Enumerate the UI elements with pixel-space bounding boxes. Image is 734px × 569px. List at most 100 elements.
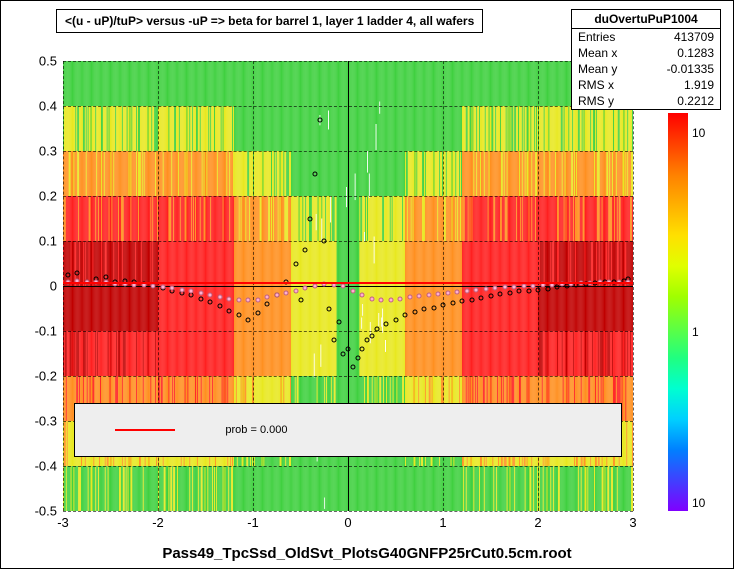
profile-marker-pink xyxy=(189,289,194,294)
profile-marker-black xyxy=(365,338,370,343)
profile-marker-pink xyxy=(388,297,393,302)
profile-marker-pink xyxy=(502,285,507,290)
x-tick-label: 1 xyxy=(439,511,446,530)
profile-marker-black xyxy=(322,239,327,244)
legend-box: prob = 0.000 xyxy=(74,403,621,457)
colorbar: 10110 xyxy=(668,113,688,511)
profile-marker-pink xyxy=(379,298,384,303)
profile-marker-black xyxy=(317,117,322,122)
fit-line xyxy=(63,282,633,284)
profile-marker-pink xyxy=(474,288,479,293)
profile-marker-black xyxy=(526,288,531,293)
profile-marker-pink xyxy=(426,293,431,298)
profile-marker-black xyxy=(75,270,80,275)
profile-marker-pink xyxy=(350,288,355,293)
profile-marker-black xyxy=(198,296,203,301)
profile-marker-black xyxy=(498,292,503,297)
profile-marker-black xyxy=(431,305,436,310)
colorbar-tick-label: 10 xyxy=(692,126,705,140)
stats-meany-label: Mean y xyxy=(578,62,617,76)
profile-marker-black xyxy=(488,293,493,298)
stats-rmsx: RMS x 1.919 xyxy=(572,77,720,93)
stats-meanx: Mean x0.1283 xyxy=(572,45,720,61)
profile-marker-pink xyxy=(265,295,270,300)
profile-marker-pink xyxy=(255,297,260,302)
profile-marker-black xyxy=(103,275,108,280)
profile-marker-pink xyxy=(293,288,298,293)
chart-container: <(u - uP)/tuP> versus -uP => beta for ba… xyxy=(0,0,734,569)
profile-marker-pink xyxy=(445,290,450,295)
profile-marker-black xyxy=(327,306,332,311)
y-tick-label: 0 xyxy=(50,279,63,294)
stats-entries: Entries413709 xyxy=(572,29,720,45)
profile-marker-pink xyxy=(436,292,441,297)
stats-meany-val: -0.01335 xyxy=(667,62,714,76)
profile-marker-pink xyxy=(360,293,365,298)
profile-marker-black xyxy=(227,308,232,313)
stats-rmsx-val: 1.919 xyxy=(684,78,714,92)
profile-marker-pink xyxy=(493,286,498,291)
profile-marker-black xyxy=(460,299,465,304)
stats-rmsx-label: RMS x xyxy=(578,78,614,92)
profile-marker-black xyxy=(346,347,351,352)
profile-marker-pink xyxy=(464,288,469,293)
profile-marker-black xyxy=(393,317,398,322)
y-tick-label: 0.1 xyxy=(39,234,63,249)
profile-marker-black xyxy=(303,248,308,253)
stats-meanx-val: 0.1283 xyxy=(677,46,714,60)
x-tick-label: -3 xyxy=(57,511,69,530)
profile-marker-black xyxy=(341,351,346,356)
y-tick-label: 0.2 xyxy=(39,189,63,204)
profile-marker-pink xyxy=(455,289,460,294)
profile-marker-black xyxy=(265,302,270,307)
gridline-v xyxy=(63,61,64,511)
profile-marker-black xyxy=(450,301,455,306)
profile-marker-black xyxy=(469,297,474,302)
profile-marker-black xyxy=(369,333,374,338)
stats-rmsy: RMS y0.2212 xyxy=(572,93,720,109)
x-tick-label: 2 xyxy=(534,511,541,530)
profile-marker-black xyxy=(298,297,303,302)
chart-title: <(u - uP)/tuP> versus -uP => beta for ba… xyxy=(56,9,483,33)
x-tick-label: 3 xyxy=(629,511,636,530)
stats-box: duOvertuPuP1004 Entries413709 Mean x0.12… xyxy=(571,9,721,110)
profile-marker-pink xyxy=(217,295,222,300)
profile-marker-black xyxy=(65,272,70,277)
profile-marker-pink xyxy=(227,296,232,301)
profile-marker-black xyxy=(536,287,541,292)
y-tick-label: 0.3 xyxy=(39,144,63,159)
profile-marker-black xyxy=(403,313,408,318)
profile-marker-pink xyxy=(170,286,175,291)
profile-marker-black xyxy=(374,326,379,331)
profile-marker-black xyxy=(236,313,241,318)
profile-marker-black xyxy=(255,311,260,316)
gridline-v xyxy=(633,61,634,511)
stats-name: duOvertuPuP1004 xyxy=(572,10,720,29)
colorbar-tick-label: 1 xyxy=(692,325,699,339)
colorbar-tick-label: 10 xyxy=(692,496,705,510)
y-tick-label: 0.4 xyxy=(39,99,63,114)
legend-prob-label: prob = 0.000 xyxy=(225,424,287,436)
profile-marker-pink xyxy=(303,286,308,291)
profile-marker-black xyxy=(384,322,389,327)
profile-marker-pink xyxy=(407,295,412,300)
legend-line-sample xyxy=(115,429,175,431)
profile-marker-pink xyxy=(179,287,184,292)
profile-marker-black xyxy=(507,290,512,295)
profile-marker-black xyxy=(412,310,417,315)
stats-rmsy-label: RMS y xyxy=(578,94,614,108)
plot-area: prob = 0.000 -0.5-0.4-0.3-0.2-0.100.10.2… xyxy=(63,61,633,511)
profile-marker-black xyxy=(360,347,365,352)
profile-marker-black xyxy=(441,302,446,307)
stats-entries-label: Entries xyxy=(578,30,615,44)
profile-marker-pink xyxy=(208,293,213,298)
profile-marker-black xyxy=(331,338,336,343)
profile-marker-black xyxy=(208,299,213,304)
profile-marker-pink xyxy=(512,284,517,289)
profile-marker-black xyxy=(355,356,360,361)
profile-marker-pink xyxy=(198,290,203,295)
profile-marker-black xyxy=(545,286,550,291)
profile-marker-pink xyxy=(160,284,165,289)
profile-marker-black xyxy=(217,304,222,309)
x-tick-label: -1 xyxy=(247,511,259,530)
